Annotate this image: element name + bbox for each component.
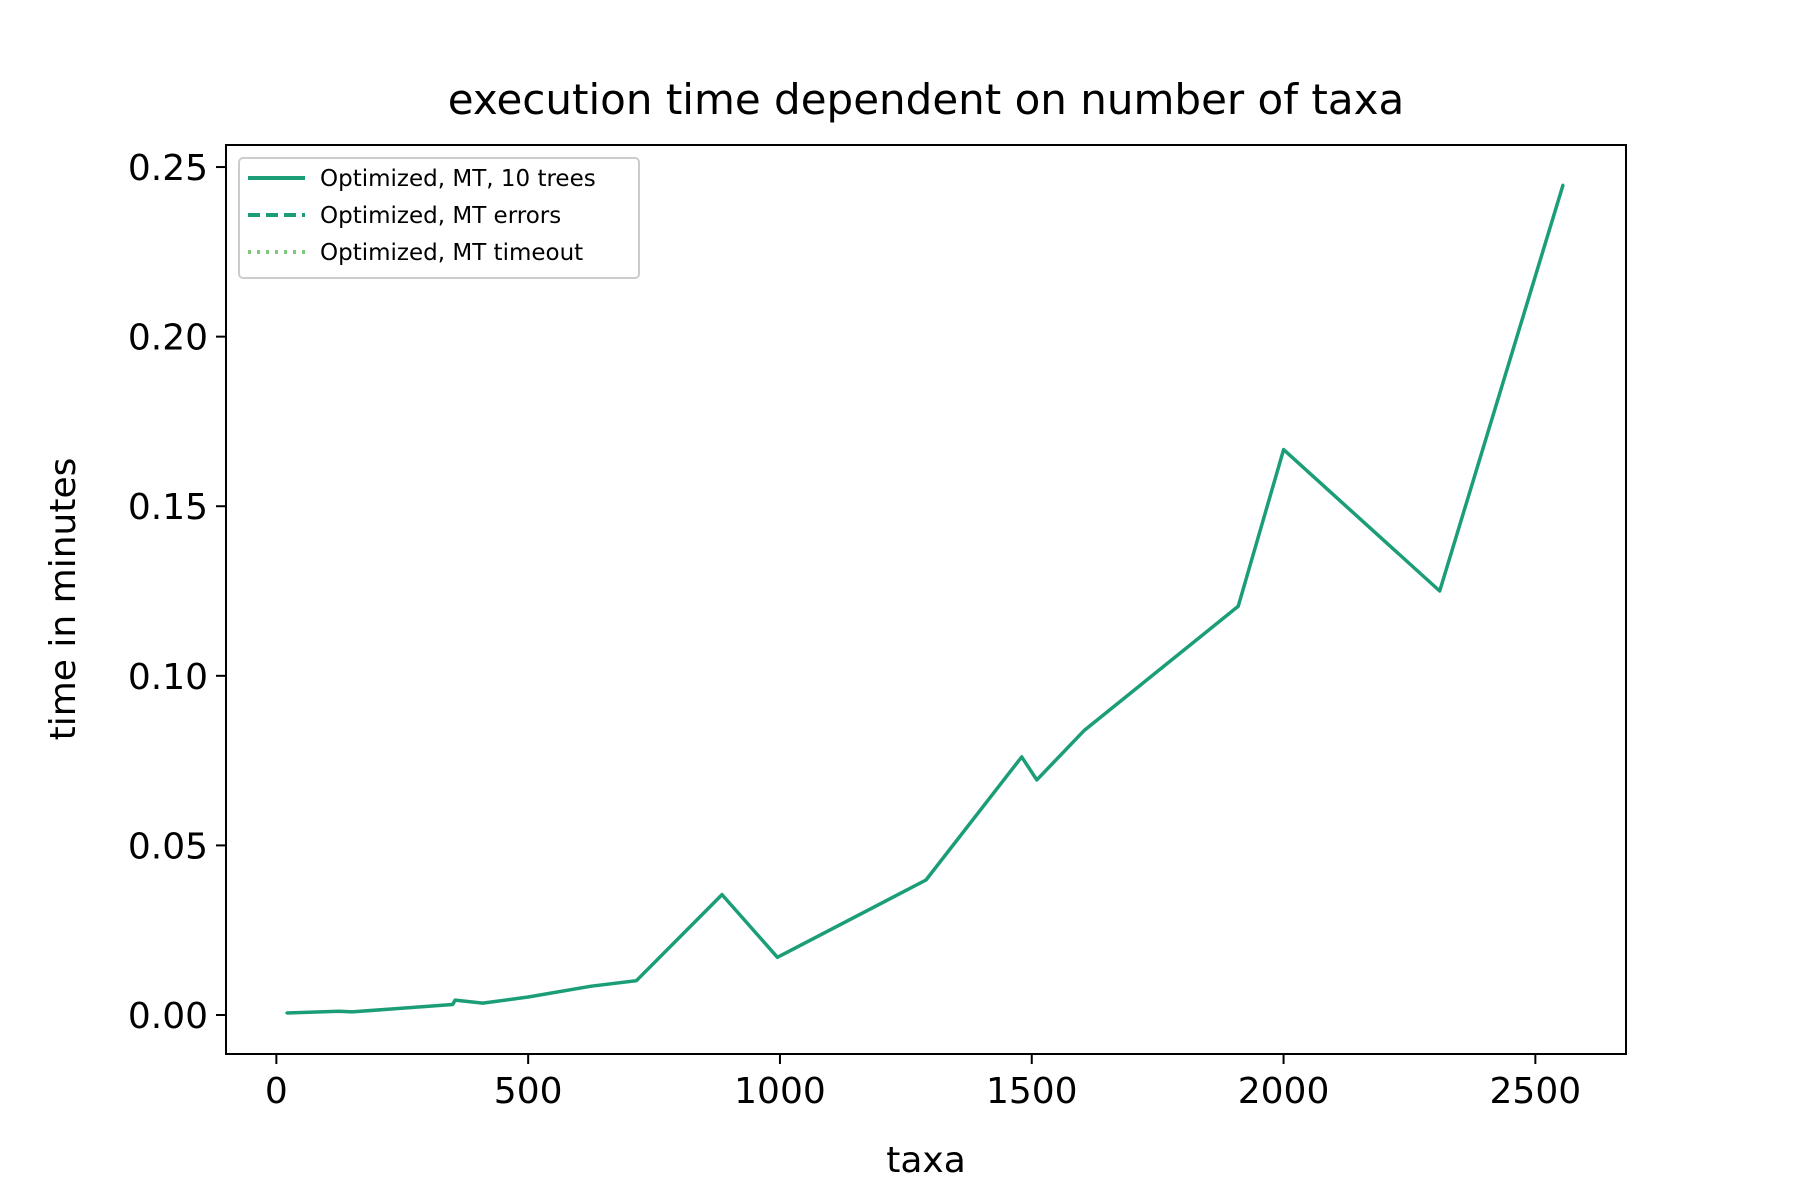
- series-layer: [285, 183, 1565, 1015]
- data-point: [481, 1001, 485, 1005]
- ticks: 0 500 1000 1500 2000 2500 0.00 0.05 0.10 0.15 0.20…: [128, 148, 1581, 1112]
- data-point: [1438, 589, 1441, 593]
- x-tick-label: 0: [265, 1071, 288, 1112]
- chart-title: execution time dependent on number of ta…: [448, 75, 1404, 124]
- legend-label: Optimized, MT timeout: [320, 240, 583, 266]
- data-point: [924, 878, 928, 882]
- data-point: [776, 956, 779, 959]
- data-point: [350, 1010, 354, 1014]
- x-tick-label: 500: [494, 1071, 563, 1112]
- data-point: [1083, 728, 1086, 732]
- legend: Optimized, MT, 10 trees Optimized, MT err…: [238, 157, 640, 279]
- x-tick-label: 2500: [1490, 1071, 1582, 1112]
- y-tick-label: 0.20: [128, 318, 208, 359]
- x-tick-label: 1500: [986, 1071, 1078, 1112]
- y-tick-label: 0.10: [128, 657, 208, 698]
- legend-label: Optimized, MT, 10 trees: [320, 166, 596, 192]
- data-point: [720, 893, 724, 896]
- x-tick-label: 1000: [734, 1071, 826, 1112]
- y-tick-label: 0.15: [128, 487, 208, 528]
- data-point: [635, 979, 638, 982]
- y-tick-label: 0.00: [128, 996, 208, 1037]
- x-axis-label: taxa: [886, 1140, 966, 1181]
- y-tick-label: 0.25: [128, 148, 208, 189]
- data-point: [1561, 183, 1565, 186]
- data-point: [453, 998, 457, 1002]
- legend-box: [238, 157, 640, 279]
- data-point: [589, 984, 593, 988]
- data-point: [451, 1003, 454, 1006]
- legend-label: Optimized, MT errors: [320, 203, 561, 229]
- data-point: [338, 1010, 341, 1013]
- data-point: [1237, 605, 1240, 608]
- x-tick-label: 2000: [1238, 1071, 1330, 1112]
- plot-frame: [225, 144, 1627, 1055]
- series-line: [286, 184, 1565, 1015]
- data-point: [285, 1011, 288, 1015]
- data-point: [1282, 448, 1285, 451]
- data-point: [1035, 778, 1038, 782]
- data-point: [1020, 755, 1023, 759]
- y-tick-label: 0.05: [128, 826, 208, 867]
- y-axis-label: time in minutes: [43, 458, 84, 741]
- data-point: [526, 995, 530, 999]
